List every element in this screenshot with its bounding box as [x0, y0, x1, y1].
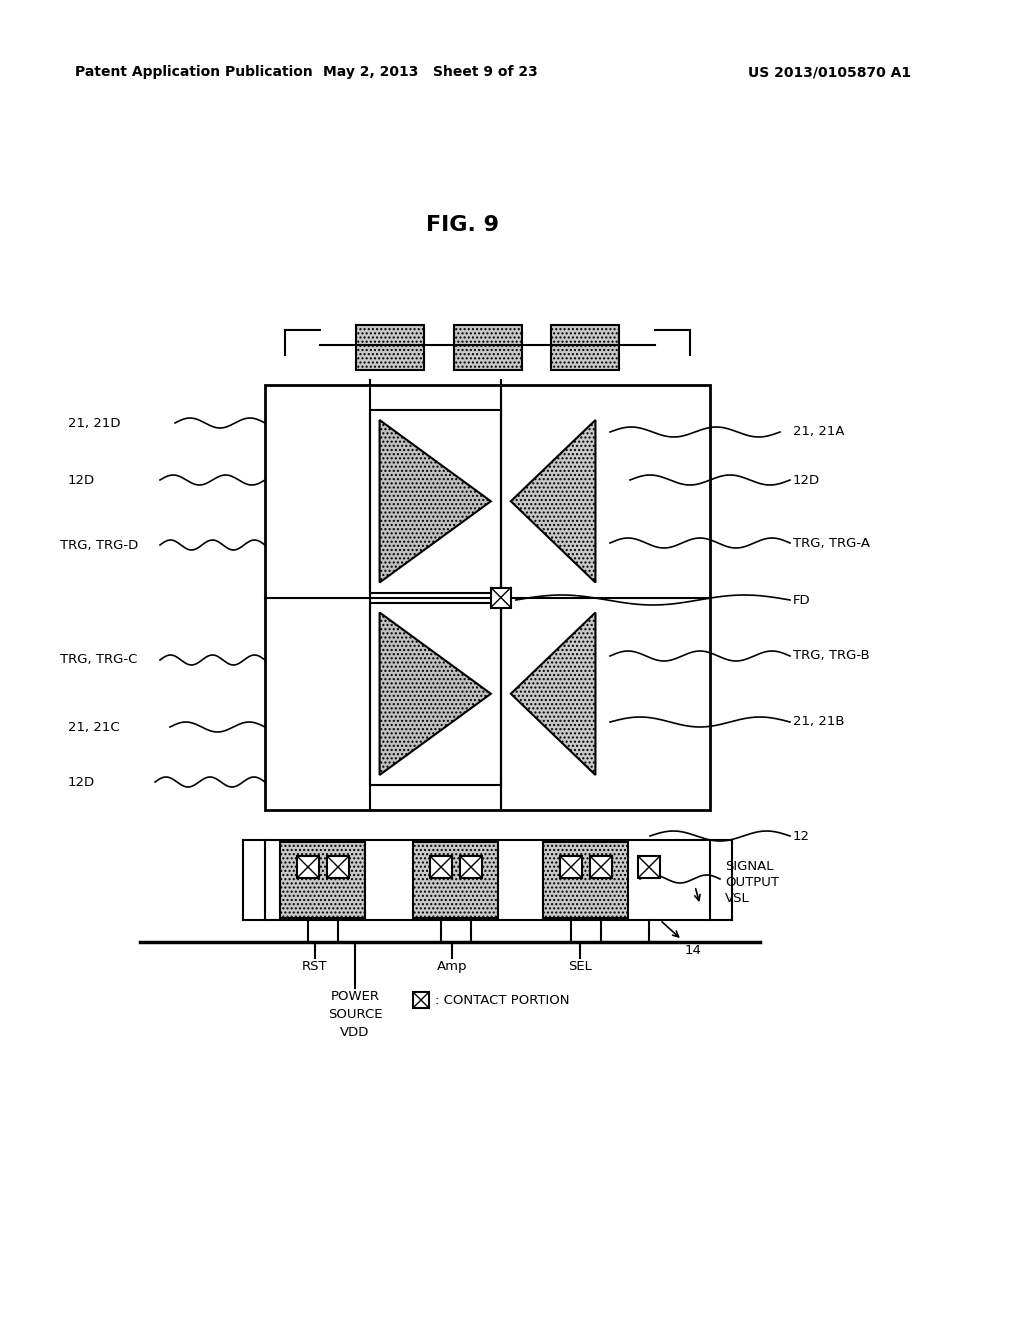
Bar	[543, 842, 628, 917]
Text: 21, 21B: 21, 21B	[793, 715, 845, 729]
Text: POWER: POWER	[331, 990, 380, 1003]
Text: RST: RST	[302, 960, 328, 973]
Text: 21, 21A: 21, 21A	[793, 425, 845, 438]
Polygon shape	[511, 612, 595, 775]
Bar	[327, 855, 349, 878]
Text: US 2013/0105870 A1: US 2013/0105870 A1	[749, 65, 911, 79]
Bar	[430, 855, 452, 878]
Text: VDD: VDD	[340, 1026, 370, 1039]
Bar	[413, 842, 498, 917]
Text: TRG, TRG-D: TRG, TRG-D	[60, 539, 138, 552]
Polygon shape	[511, 420, 595, 582]
Bar	[490, 587, 511, 607]
Text: SEL: SEL	[568, 960, 592, 973]
Polygon shape	[380, 612, 490, 775]
Bar	[560, 855, 582, 878]
Bar	[370, 411, 501, 593]
Text: 14: 14	[685, 944, 701, 957]
Text: 21, 21D: 21, 21D	[68, 417, 121, 429]
Bar	[370, 602, 501, 785]
Text: OUTPUT: OUTPUT	[725, 875, 779, 888]
Text: FIG. 9: FIG. 9	[426, 215, 499, 235]
Bar	[460, 855, 482, 878]
Bar	[280, 842, 365, 917]
Text: 12D: 12D	[793, 474, 820, 487]
Text: 12: 12	[793, 829, 810, 842]
Text: 12D: 12D	[68, 776, 95, 788]
Text: TRG, TRG-B: TRG, TRG-B	[793, 649, 869, 663]
Polygon shape	[380, 420, 490, 582]
Text: SOURCE: SOURCE	[328, 1008, 382, 1020]
Bar	[590, 855, 612, 878]
Bar	[551, 325, 620, 370]
Text: TRG, TRG-C: TRG, TRG-C	[60, 653, 137, 667]
Text: Patent Application Publication: Patent Application Publication	[75, 65, 312, 79]
Bar	[638, 855, 660, 878]
Bar	[265, 385, 710, 810]
Bar	[265, 840, 710, 920]
Bar	[413, 993, 429, 1008]
Text: 21, 21C: 21, 21C	[68, 721, 120, 734]
Text: SIGNAL: SIGNAL	[725, 859, 773, 873]
Text: FD: FD	[793, 594, 811, 606]
Bar	[297, 855, 319, 878]
Text: TRG, TRG-A: TRG, TRG-A	[793, 536, 870, 549]
Text: 12D: 12D	[68, 474, 95, 487]
Text: VSL: VSL	[725, 891, 750, 904]
Bar	[454, 325, 521, 370]
Text: : CONTACT PORTION: : CONTACT PORTION	[435, 994, 569, 1006]
Bar	[355, 325, 424, 370]
Text: Amp: Amp	[437, 960, 467, 973]
Text: May 2, 2013   Sheet 9 of 23: May 2, 2013 Sheet 9 of 23	[323, 65, 538, 79]
